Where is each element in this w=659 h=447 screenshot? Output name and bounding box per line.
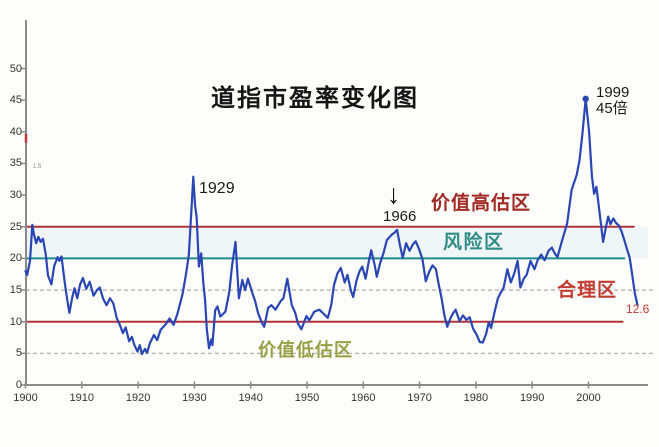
y-axis-tick-label: 0 [15, 379, 22, 391]
y-axis-tick-label: 15 [9, 284, 22, 297]
y-axis-tick-label: 10 [9, 315, 22, 328]
pe-ratio-line [24, 97, 639, 356]
x-axis-tick-label: 1940 [238, 392, 263, 404]
y-axis-tick-label: 25 [9, 220, 22, 233]
annotation-1999: 1999 [596, 84, 630, 101]
y-axis-tick-label: 45 [9, 94, 22, 107]
y-axis-tick-label: 30 [9, 189, 22, 202]
x-axis-tick-label: 2000 [576, 392, 601, 404]
axis-artifact-text: 1.5 [33, 164, 42, 170]
zone-label-fair: 合理区 [557, 280, 618, 301]
risk-zone-band [27, 226, 648, 259]
y-axis-tick-label: 50 [9, 62, 22, 75]
y-axis-tick-label: 5 [15, 347, 22, 360]
y-axis-tick-label: 40 [9, 125, 22, 138]
x-axis-tick-label: 1930 [182, 392, 207, 404]
x-axis-tick-label: 1970 [407, 392, 432, 404]
annotation-1929: 1929 [199, 180, 235, 197]
down-arrow-icon: ↓ [387, 178, 400, 210]
x-axis-tick-label: 1990 [519, 392, 545, 404]
zone-label-undervalued: 价值低估区 [258, 340, 353, 360]
y-axis-tick-label: 20 [9, 252, 22, 265]
annotation-1966: 1966 [383, 208, 417, 225]
zone-label-risk: 风险区 [443, 232, 505, 253]
annotation-45x: 45倍 [596, 100, 628, 117]
y-axis-tick-label: 35 [9, 157, 22, 170]
chart-title: 道指市盈率变化图 [211, 83, 419, 112]
end-value-label: 12.6 [626, 302, 650, 316]
x-axis-tick-label: 1920 [125, 392, 151, 404]
x-axis-tick-label: 1950 [294, 392, 320, 404]
zone-label-overvalued: 价值高估区 [431, 193, 532, 214]
x-axis-tick-label: 1910 [69, 392, 95, 404]
peak-marker-dot [582, 95, 589, 103]
x-axis-tick-label: 1900 [13, 392, 38, 404]
x-axis-tick-label: 1980 [463, 392, 489, 404]
x-axis-tick-label: 1960 [351, 392, 376, 404]
